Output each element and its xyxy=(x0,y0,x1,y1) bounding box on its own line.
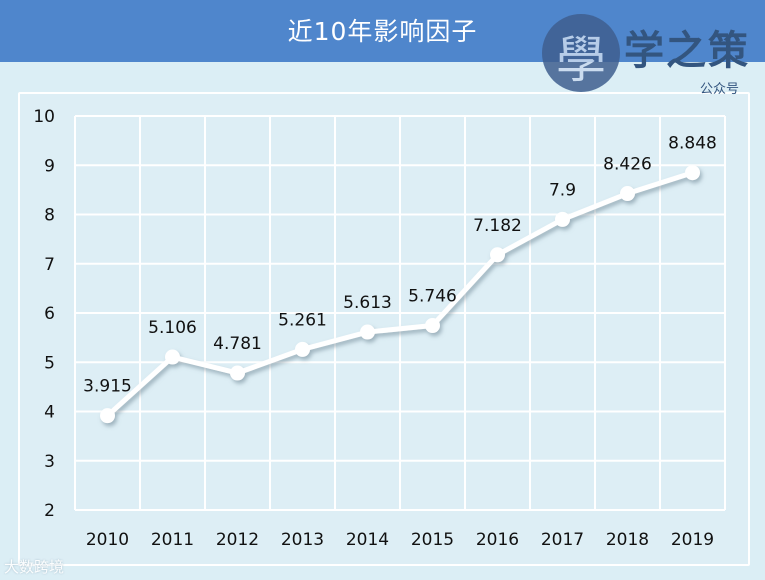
x-tick-label: 2013 xyxy=(281,530,324,550)
y-tick-label: 6 xyxy=(44,304,55,324)
x-tick-label: 2012 xyxy=(216,530,259,550)
logo-name: 学之策 xyxy=(624,28,750,74)
logo-glyph: 學 xyxy=(556,31,606,89)
x-tick-label: 2010 xyxy=(86,530,129,550)
data-point xyxy=(620,186,635,202)
data-point xyxy=(555,211,570,227)
data-label: 8.848 xyxy=(668,134,717,154)
logo-subtitle: 公众号 xyxy=(700,82,740,97)
x-tick-label: 2017 xyxy=(541,530,584,550)
series-line xyxy=(100,165,700,424)
y-tick-label: 9 xyxy=(44,156,55,176)
data-label: 5.106 xyxy=(148,318,197,338)
brand-logo: 學 学之策 公众号 xyxy=(542,14,752,100)
x-tick-label: 2018 xyxy=(606,530,649,550)
data-labels: 3.915 5.106 4.781 5.261 5.613 5.746 7.182 7.9 8.… xyxy=(83,134,717,397)
y-tick-label: 5 xyxy=(44,353,55,373)
x-tick-label: 2014 xyxy=(346,530,389,550)
title-bar: 近10年影响因子 xyxy=(0,0,765,62)
y-tick-label: 7 xyxy=(44,255,55,275)
y-tick-label: 2 xyxy=(44,501,55,521)
data-label: 7.182 xyxy=(473,216,522,236)
y-tick-label: 8 xyxy=(44,206,55,226)
x-tick-label: 2016 xyxy=(476,530,519,550)
x-tick-label: 2011 xyxy=(151,530,194,550)
x-tick-label: 2015 xyxy=(411,530,454,550)
watermark: 大数跨境 xyxy=(4,558,65,576)
data-point xyxy=(165,349,180,365)
data-point xyxy=(360,324,375,340)
data-label: 3.915 xyxy=(83,377,132,397)
data-label: 4.781 xyxy=(213,334,262,354)
data-label: 7.9 xyxy=(549,180,576,200)
chart-title: 近10年影响因子 xyxy=(287,17,478,46)
mortarboard-icon: 學 xyxy=(542,14,620,92)
data-point xyxy=(230,365,245,381)
y-axis: 2 3 4 5 6 7 8 9 10 xyxy=(33,107,55,521)
data-point xyxy=(100,408,115,424)
gridlines xyxy=(74,115,726,511)
x-axis: 2010 2011 2012 2013 2014 2015 2016 2017 2018 2019 xyxy=(86,530,714,550)
data-point xyxy=(295,341,310,357)
data-label: 8.426 xyxy=(603,155,652,175)
y-tick-label: 4 xyxy=(44,403,55,423)
x-tick-label: 2019 xyxy=(671,530,714,550)
data-point xyxy=(685,165,700,181)
series-line-path xyxy=(105,170,694,418)
data-point xyxy=(490,247,505,263)
data-label: 5.261 xyxy=(278,310,327,330)
data-point xyxy=(425,318,440,334)
y-tick-label: 3 xyxy=(44,452,55,472)
data-label: 5.613 xyxy=(343,293,392,313)
data-label: 5.746 xyxy=(408,287,457,307)
y-tick-label: 10 xyxy=(33,107,55,127)
